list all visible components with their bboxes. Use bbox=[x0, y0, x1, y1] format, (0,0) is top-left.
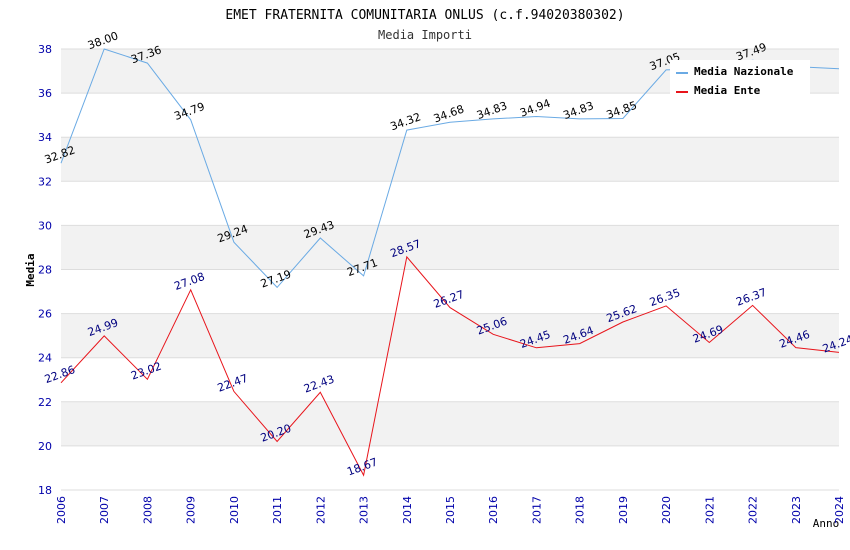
x-tick-label: 2008 bbox=[141, 496, 154, 524]
y-tick-label: 18 bbox=[38, 484, 52, 497]
x-tick-label: 2010 bbox=[228, 496, 241, 524]
x-tick-label: 2012 bbox=[314, 496, 327, 524]
y-tick-label: 36 bbox=[38, 87, 52, 100]
x-tick-label: 2011 bbox=[271, 496, 284, 524]
x-tick-label: 2019 bbox=[617, 496, 630, 524]
x-tick-label: 2020 bbox=[660, 496, 673, 524]
plot-band bbox=[61, 269, 839, 314]
plot-band bbox=[61, 313, 839, 358]
x-tick-label: 2024 bbox=[833, 496, 846, 524]
x-tick-labels: 2006 2007 2008 2009 2010 2011 2012 2013 2014 2015… bbox=[55, 496, 846, 524]
y-tick-label: 26 bbox=[38, 308, 52, 321]
legend: Media Nazionale Media Ente bbox=[670, 60, 810, 97]
grid-lines bbox=[61, 48, 839, 491]
plot-band bbox=[61, 225, 839, 270]
x-tick-label: 2006 bbox=[55, 496, 68, 524]
x-tick-label: 2013 bbox=[358, 496, 371, 524]
plot-band bbox=[61, 93, 839, 138]
x-tick-label: 2017 bbox=[530, 496, 543, 524]
x-tick-label: 2014 bbox=[401, 496, 414, 524]
plot-band bbox=[61, 445, 839, 490]
y-tick-label: 30 bbox=[38, 219, 52, 232]
y-tick-label: 28 bbox=[38, 264, 52, 277]
plot-band bbox=[61, 181, 839, 226]
y-tick-labels: 18 20 22 24 26 28 30 32 34 36 38 bbox=[38, 43, 52, 497]
legend-label-media-ente: Media Ente bbox=[694, 84, 761, 97]
legend-box bbox=[670, 60, 810, 97]
y-tick-label: 22 bbox=[38, 396, 52, 409]
legend-label-media-nazionale: Media Nazionale bbox=[694, 65, 794, 78]
y-tick-label: 34 bbox=[38, 131, 52, 144]
plot-band bbox=[61, 357, 839, 402]
x-tick-label: 2016 bbox=[487, 496, 500, 524]
chart-title: EMET FRATERNITA COMUNITARIA ONLUS (c.f.9… bbox=[225, 8, 624, 23]
x-tick-label: 2007 bbox=[98, 496, 111, 524]
y-tick-label: 20 bbox=[38, 440, 52, 453]
x-tick-label: 2018 bbox=[574, 496, 587, 524]
series-line-media-ente bbox=[60, 255, 840, 477]
x-tick-label: 2015 bbox=[444, 496, 457, 524]
y-axis-label: Media bbox=[24, 253, 37, 286]
plot-band bbox=[61, 401, 839, 446]
plot-bands bbox=[61, 49, 839, 490]
plot-band bbox=[61, 137, 839, 182]
chart-subtitle: Media Importi bbox=[378, 28, 472, 42]
x-tick-label: 2023 bbox=[790, 496, 803, 524]
x-tick-label: 2022 bbox=[747, 496, 760, 524]
y-tick-label: 38 bbox=[38, 43, 52, 56]
y-tick-label: 24 bbox=[38, 352, 52, 365]
x-tick-label: 2021 bbox=[703, 496, 716, 524]
y-tick-label: 32 bbox=[38, 175, 52, 188]
x-tick-label: 2009 bbox=[185, 496, 198, 524]
x-axis-label: Anno bbox=[813, 517, 840, 530]
